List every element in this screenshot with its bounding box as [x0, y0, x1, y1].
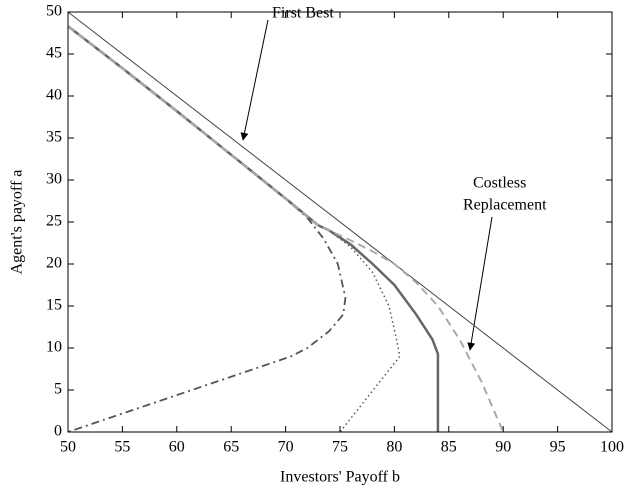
annotation: Replacement — [463, 197, 547, 214]
line — [67, 25, 505, 433]
x-tick-label: 95 — [550, 439, 566, 456]
y-tick-label: 30 — [46, 171, 62, 188]
y-tick-label: 35 — [46, 129, 62, 146]
y-axis-label: Agent's payoff a — [9, 170, 26, 275]
x-axis-label: Investors' Payoff b — [280, 469, 400, 486]
x-tick-label: 60 — [169, 439, 185, 456]
y-tick-label: 45 — [46, 45, 62, 62]
y-tick-label: 5 — [54, 381, 62, 398]
y-tick-label: 0 — [54, 423, 62, 440]
y-tick-label: 25 — [46, 213, 62, 230]
y-tick-label: 40 — [46, 87, 62, 104]
line — [67, 25, 440, 432]
x-tick-label: 100 — [600, 439, 624, 456]
y-tick-label: 50 — [46, 3, 62, 20]
line — [67, 25, 401, 433]
x-tick-label: 70 — [278, 439, 294, 456]
x-tick-label: 50 — [60, 439, 76, 456]
x-tick-label: 75 — [332, 439, 348, 456]
line — [67, 25, 347, 433]
y-tick-label: 15 — [46, 297, 62, 314]
y-tick-label: 20 — [46, 255, 62, 272]
annotation: First Best — [272, 5, 334, 22]
x-tick-label: 85 — [441, 439, 457, 456]
x-tick-label: 80 — [386, 439, 402, 456]
x-tick-label: 90 — [495, 439, 511, 456]
y-tick-label: 10 — [46, 339, 62, 356]
x-tick-label: 55 — [114, 439, 130, 456]
line — [67, 11, 613, 433]
x-tick-label: 65 — [223, 439, 239, 456]
annotation-arrow — [240, 19, 269, 141]
annotation: Costless — [473, 175, 526, 192]
annotation-arrow — [467, 216, 493, 351]
